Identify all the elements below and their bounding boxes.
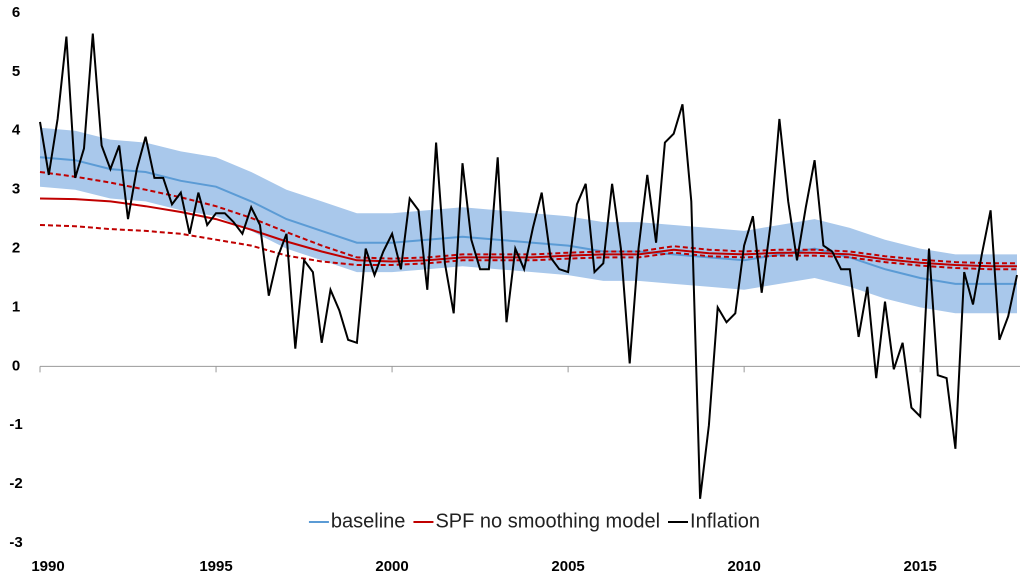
band <box>40 127 1017 314</box>
y-tick-label: -2 <box>9 475 22 492</box>
y-tick-label: 5 <box>12 63 20 80</box>
legend-label: baseline <box>331 510 406 532</box>
series-line <box>39 156 1017 285</box>
y-tick-label: -1 <box>9 416 22 433</box>
y-tick-label: 4 <box>12 122 21 139</box>
y-tick-label: 0 <box>12 357 20 374</box>
y-tick-label: -3 <box>9 534 22 551</box>
y-tick-label: 6 <box>12 4 20 21</box>
x-tick-label: 1995 <box>199 558 232 575</box>
legend: baseline SPF no smoothing model Inflation <box>308 510 760 532</box>
x-tick-label: 2010 <box>727 558 760 575</box>
x-tick-label: 2005 <box>551 558 584 575</box>
x-tick-label: 2000 <box>375 558 408 575</box>
x-tick-label: 2015 <box>903 558 936 575</box>
legend-label: SPF no smoothing model <box>435 510 660 532</box>
y-tick-label: 1 <box>12 298 20 315</box>
x-tick-label: 1990 <box>31 558 64 575</box>
legend-label: Inflation <box>690 510 760 532</box>
series-line <box>39 33 1018 499</box>
bound-line <box>39 224 1017 271</box>
y-tick-label: 3 <box>12 181 20 198</box>
bound-line <box>39 171 1017 265</box>
y-tick-label: 2 <box>12 240 20 257</box>
